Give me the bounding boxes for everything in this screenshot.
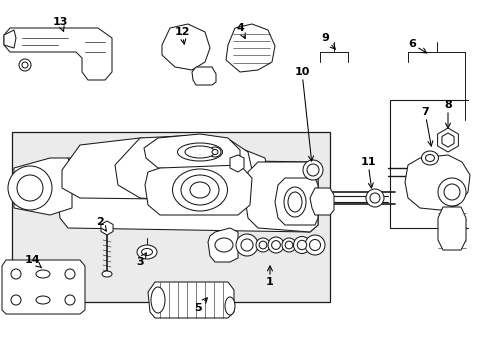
Polygon shape <box>437 128 457 152</box>
Ellipse shape <box>282 238 295 252</box>
Circle shape <box>443 184 459 200</box>
Text: 2: 2 <box>96 217 106 231</box>
Text: 1: 1 <box>265 266 273 287</box>
Text: 4: 4 <box>236 23 245 39</box>
Ellipse shape <box>137 245 157 259</box>
Ellipse shape <box>256 238 269 252</box>
Polygon shape <box>115 135 251 202</box>
Polygon shape <box>229 155 244 172</box>
Ellipse shape <box>215 238 232 252</box>
Ellipse shape <box>177 143 222 161</box>
Text: 5: 5 <box>194 298 207 313</box>
Polygon shape <box>2 260 85 314</box>
Circle shape <box>65 269 75 279</box>
Ellipse shape <box>36 296 50 304</box>
Text: 9: 9 <box>321 33 335 49</box>
Circle shape <box>11 295 21 305</box>
Ellipse shape <box>36 270 50 278</box>
Ellipse shape <box>309 239 320 251</box>
Ellipse shape <box>212 149 218 154</box>
Ellipse shape <box>267 237 284 253</box>
Polygon shape <box>244 162 317 232</box>
Polygon shape <box>274 178 317 225</box>
Ellipse shape <box>284 187 305 217</box>
Ellipse shape <box>181 175 219 205</box>
Circle shape <box>8 166 52 210</box>
Circle shape <box>22 62 28 68</box>
Ellipse shape <box>297 240 306 250</box>
Text: 3: 3 <box>136 253 146 267</box>
Polygon shape <box>101 221 113 235</box>
Polygon shape <box>404 155 469 210</box>
Polygon shape <box>145 165 251 215</box>
Ellipse shape <box>259 241 266 249</box>
Ellipse shape <box>151 287 164 313</box>
Text: 8: 8 <box>443 100 451 128</box>
Text: 12: 12 <box>174 27 189 44</box>
Ellipse shape <box>208 147 221 157</box>
Circle shape <box>19 59 31 71</box>
Text: 11: 11 <box>360 157 375 188</box>
Ellipse shape <box>102 271 112 277</box>
Ellipse shape <box>224 297 235 315</box>
Bar <box>12 132 329 302</box>
Polygon shape <box>225 24 274 72</box>
Polygon shape <box>14 158 72 215</box>
Ellipse shape <box>303 160 323 180</box>
Text: 13: 13 <box>52 17 67 31</box>
Polygon shape <box>441 133 453 147</box>
Text: 10: 10 <box>294 67 313 161</box>
Circle shape <box>437 178 465 206</box>
Polygon shape <box>4 28 112 80</box>
Text: 7: 7 <box>420 107 432 146</box>
Ellipse shape <box>184 146 215 158</box>
Polygon shape <box>58 158 317 232</box>
Ellipse shape <box>365 189 383 207</box>
Ellipse shape <box>425 154 434 162</box>
Polygon shape <box>309 188 333 215</box>
Polygon shape <box>437 207 465 250</box>
Ellipse shape <box>285 241 292 249</box>
Ellipse shape <box>172 169 227 211</box>
Circle shape <box>65 295 75 305</box>
Ellipse shape <box>306 164 318 176</box>
Ellipse shape <box>236 234 258 256</box>
Ellipse shape <box>141 248 152 256</box>
Polygon shape <box>192 67 216 85</box>
Ellipse shape <box>190 182 209 198</box>
Ellipse shape <box>241 239 252 251</box>
Circle shape <box>17 175 43 201</box>
Polygon shape <box>143 134 240 170</box>
Ellipse shape <box>271 240 280 249</box>
Ellipse shape <box>369 193 379 203</box>
Polygon shape <box>207 228 238 262</box>
Text: 6: 6 <box>407 39 426 53</box>
Polygon shape <box>148 282 234 318</box>
Polygon shape <box>4 30 16 48</box>
Ellipse shape <box>287 192 302 212</box>
Polygon shape <box>62 138 267 200</box>
Ellipse shape <box>305 235 325 255</box>
Circle shape <box>11 269 21 279</box>
Polygon shape <box>162 24 209 70</box>
Ellipse shape <box>293 237 310 253</box>
Ellipse shape <box>421 151 438 165</box>
Text: 14: 14 <box>24 255 41 268</box>
